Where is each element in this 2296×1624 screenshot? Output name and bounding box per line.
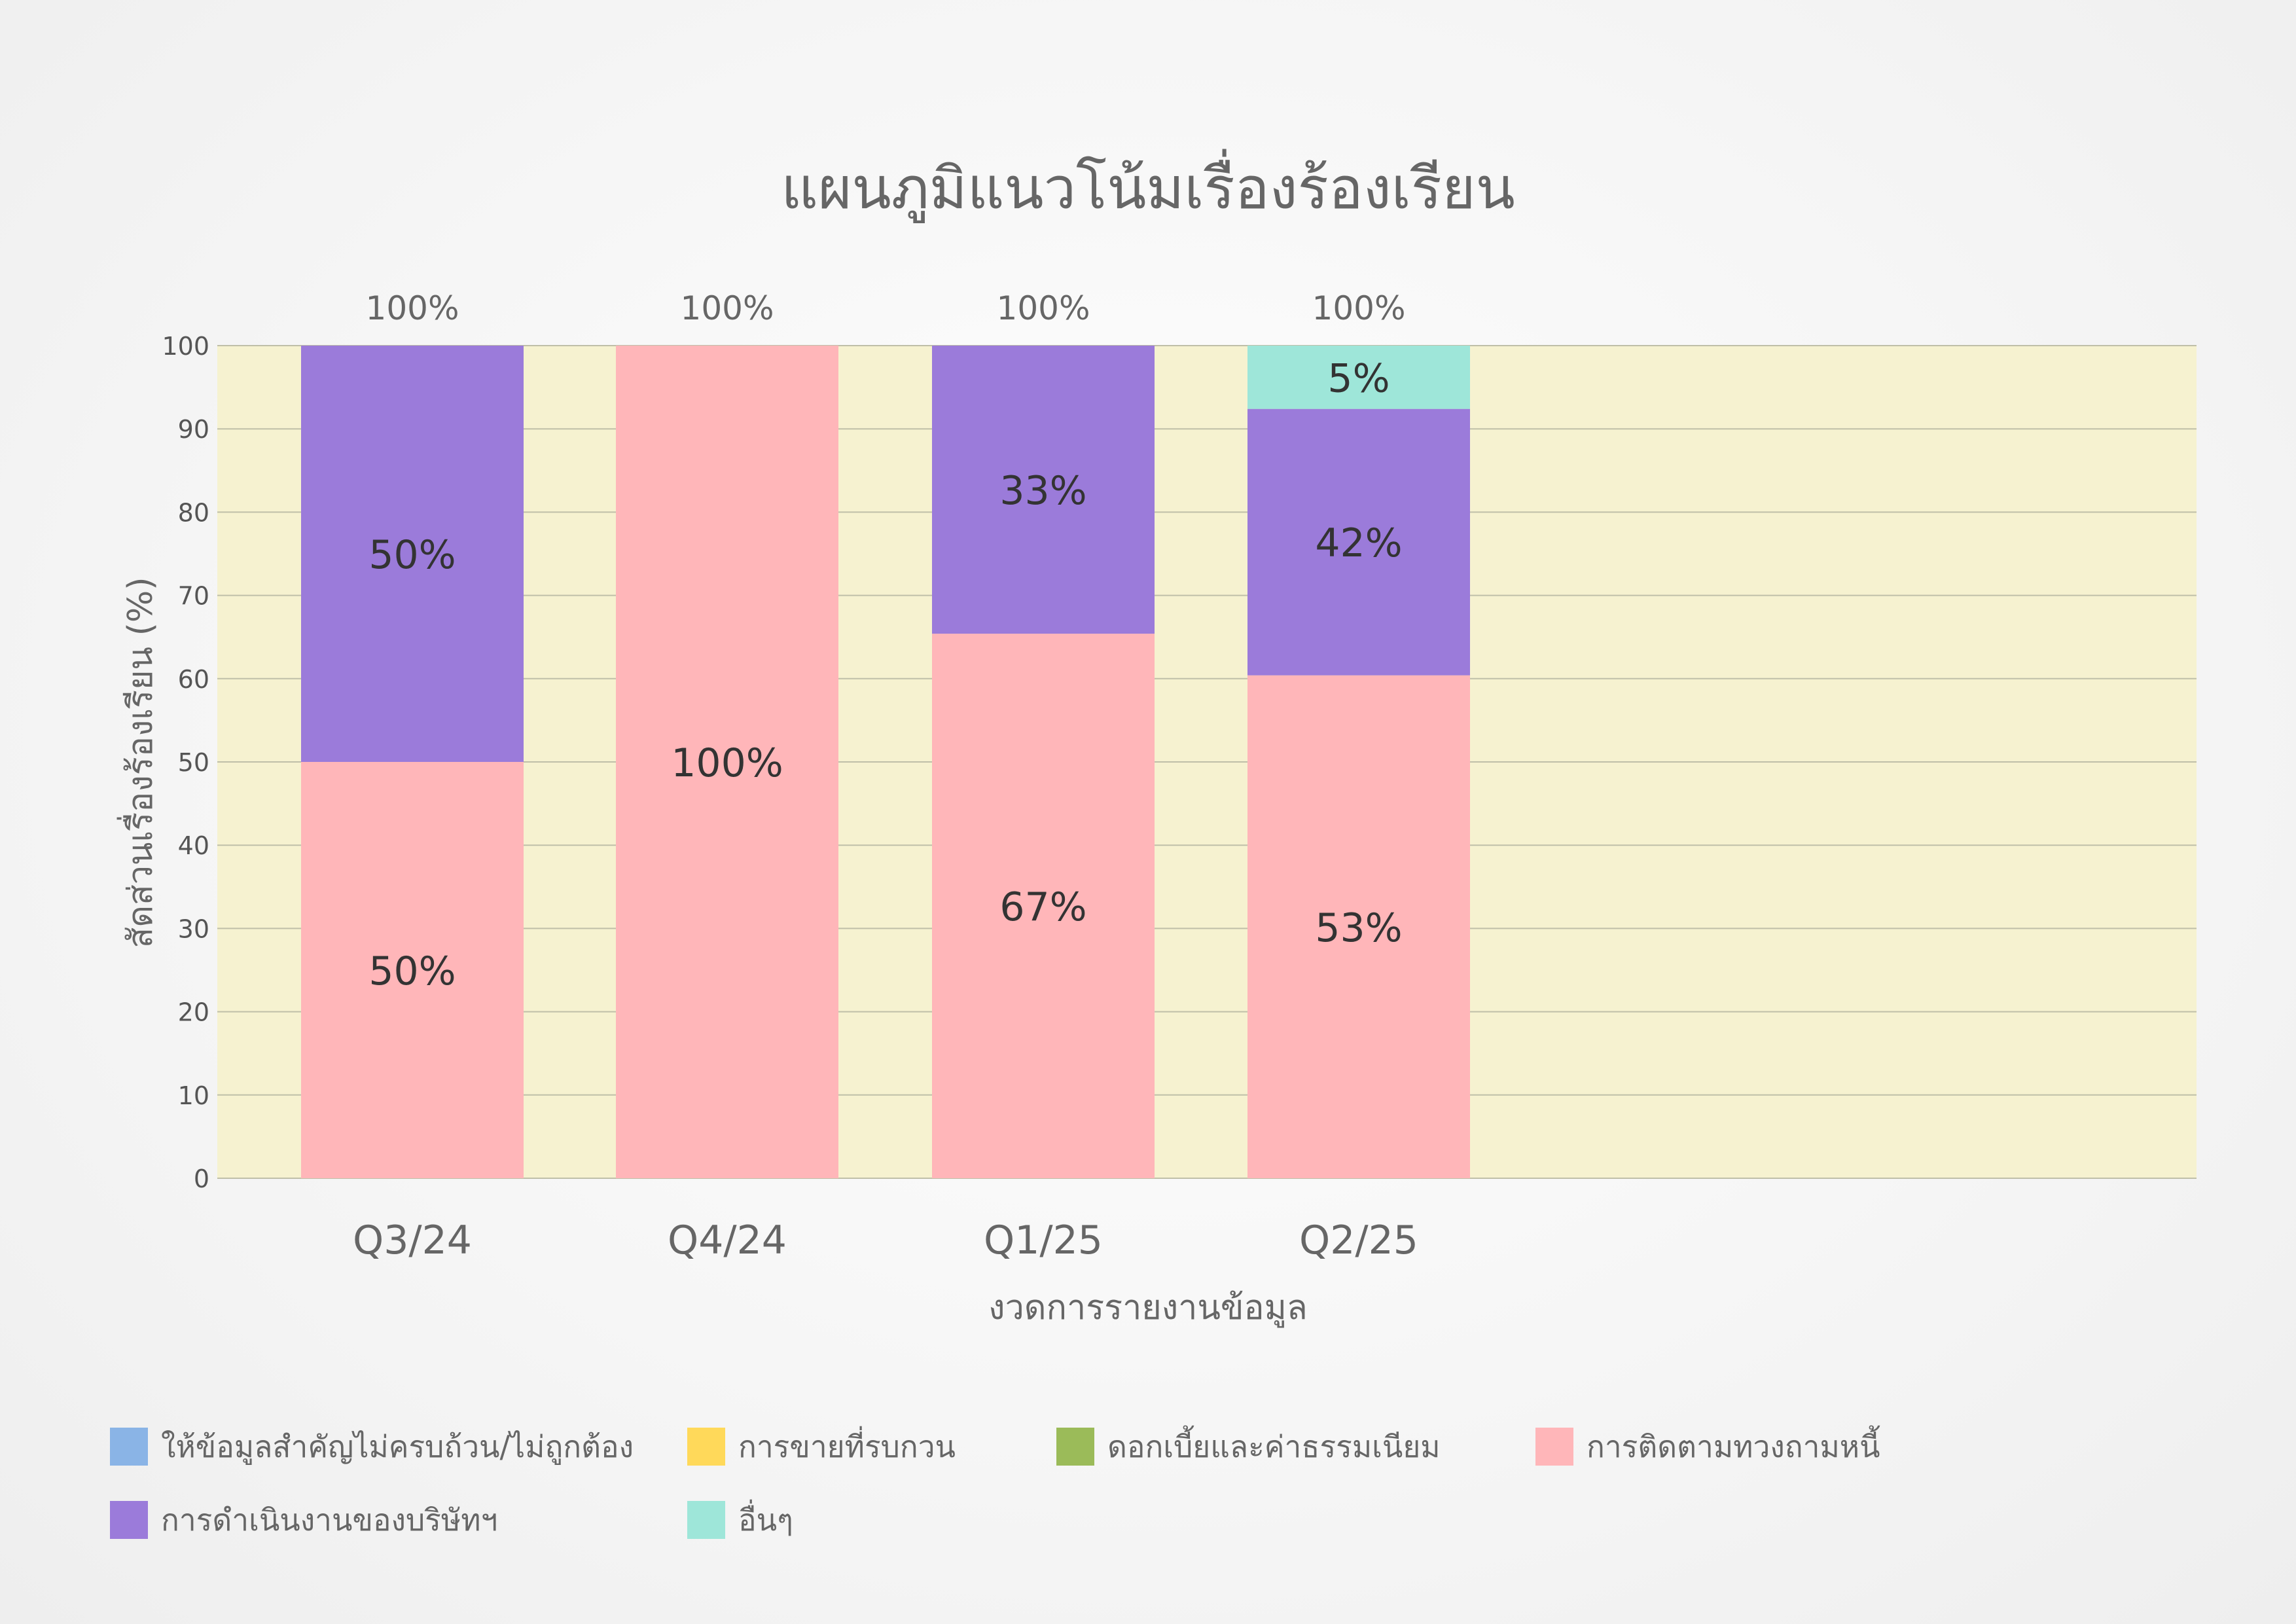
legend-label: ให้ข้อมูลสำคัญไม่ครบถ้วน/ไม่ถูกต้อง xyxy=(161,1428,634,1464)
x-tick-label: Q2/25 xyxy=(1299,1218,1418,1263)
legend-label: การขายที่รบกวน xyxy=(738,1428,956,1464)
y-tick-label: 10 xyxy=(178,1081,209,1110)
legend-item: การดำเนินงานของบริษัทฯ xyxy=(110,1500,497,1540)
x-tick-label: Q3/24 xyxy=(353,1218,472,1263)
y-tick-label: 100 xyxy=(162,332,209,361)
data-label: 50% xyxy=(368,532,456,578)
y-tick-label: 20 xyxy=(178,998,209,1027)
legend-swatch xyxy=(110,1428,148,1466)
y-tick-label: 30 xyxy=(178,914,209,943)
legend-swatch xyxy=(1056,1428,1094,1466)
data-label: 50% xyxy=(368,948,456,994)
bar-segment xyxy=(1247,675,1470,1178)
legend-swatch xyxy=(110,1501,148,1539)
bar-segment xyxy=(301,346,524,762)
data-label: 53% xyxy=(1315,905,1402,951)
y-tick-label: 40 xyxy=(178,831,209,860)
x-tick-label: Q4/24 xyxy=(668,1218,787,1263)
legend-swatch xyxy=(1535,1428,1573,1466)
total-label: 100% xyxy=(681,289,774,327)
y-tick-label: 0 xyxy=(194,1164,209,1193)
chart-title: แผนภูมิแนวโน้มเรื่องร้องเรียน xyxy=(781,149,1515,223)
legend-item: อื่นๆ xyxy=(687,1500,793,1540)
data-label: 100% xyxy=(671,740,783,786)
bar-segment xyxy=(1247,408,1470,676)
legend-item: การติดตามทวงถามหนี้ xyxy=(1535,1427,1880,1466)
data-label: 5% xyxy=(1327,355,1390,401)
y-axis-title: สัดส่วนเรื่องร้องเรียน (%) xyxy=(117,577,160,948)
x-axis-title: งวดการรายงานข้อมูล xyxy=(988,1288,1308,1328)
bar-segment xyxy=(932,346,1155,634)
legend-swatch xyxy=(687,1428,725,1466)
y-tick-label: 80 xyxy=(178,498,209,527)
bar-segment xyxy=(616,346,838,1178)
data-label: 33% xyxy=(999,468,1086,514)
legend-swatch xyxy=(687,1501,725,1539)
y-tick-label: 50 xyxy=(178,748,209,777)
legend-label: ดอกเบี้ยและค่าธรรมเนียม xyxy=(1107,1428,1441,1464)
chart-legend: ให้ข้อมูลสำคัญไม่ครบถ้วน/ไม่ถูกต้อง การขา… xyxy=(110,1427,2204,1558)
data-label: 42% xyxy=(1315,520,1402,566)
y-tick-label: 90 xyxy=(178,415,209,444)
y-tick-label: 60 xyxy=(178,665,209,694)
total-label: 100% xyxy=(1312,289,1406,327)
legend-item: ดอกเบี้ยและค่าธรรมเนียม xyxy=(1056,1427,1441,1466)
bar-segment xyxy=(1247,346,1470,409)
data-label: 67% xyxy=(999,884,1086,930)
y-tick-label: 70 xyxy=(178,582,209,611)
total-label: 100% xyxy=(366,289,459,327)
bar-segment xyxy=(932,634,1155,1178)
legend-item: ให้ข้อมูลสำคัญไม่ครบถ้วน/ไม่ถูกต้อง xyxy=(110,1427,634,1466)
bar-segment xyxy=(301,762,524,1178)
legend-label: การดำเนินงานของบริษัทฯ xyxy=(161,1502,498,1538)
legend-item: การขายที่รบกวน xyxy=(687,1427,956,1466)
legend-label: การติดตามทวงถามหนี้ xyxy=(1587,1428,1880,1464)
legend-label: อื่นๆ xyxy=(738,1502,793,1538)
total-label: 100% xyxy=(997,289,1090,327)
x-tick-label: Q1/25 xyxy=(984,1218,1103,1263)
